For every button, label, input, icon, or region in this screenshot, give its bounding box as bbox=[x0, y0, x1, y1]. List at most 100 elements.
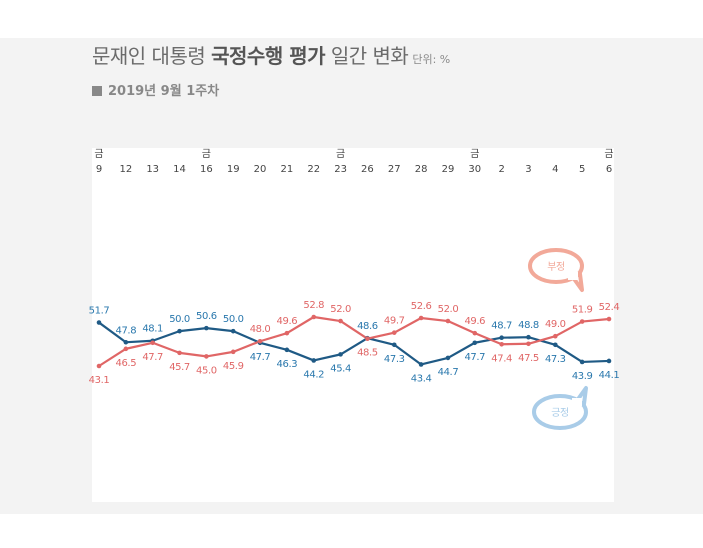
title-post: 일간 변화 bbox=[325, 44, 409, 68]
data-label: 48.0 bbox=[250, 324, 271, 335]
data-point bbox=[391, 330, 397, 335]
data-point bbox=[123, 339, 129, 345]
chart-subtitle: 2019년 9월 1주차 bbox=[92, 80, 219, 99]
data-label: 47.7 bbox=[250, 352, 271, 363]
x-tick-label: 22 bbox=[307, 164, 320, 175]
data-label: 52.0 bbox=[438, 304, 459, 315]
weekday-label: 금 bbox=[336, 148, 345, 160]
data-label: 43.4 bbox=[411, 373, 432, 384]
data-label: 48.8 bbox=[518, 320, 539, 331]
data-label: 48.7 bbox=[491, 321, 512, 332]
data-point bbox=[579, 359, 585, 365]
data-label: 50.0 bbox=[169, 314, 190, 325]
data-point bbox=[472, 340, 478, 346]
data-point bbox=[204, 325, 209, 331]
title-pre: 문재인 대통령 bbox=[92, 44, 212, 68]
data-label: 50.0 bbox=[223, 314, 244, 325]
square-bullet-icon bbox=[92, 86, 102, 96]
data-point bbox=[499, 335, 504, 341]
x-tick-label: 13 bbox=[146, 164, 159, 175]
data-label: 52.6 bbox=[411, 301, 432, 312]
weekday-label: 금 bbox=[470, 148, 479, 160]
x-tick-label: 29 bbox=[442, 164, 455, 175]
data-point bbox=[579, 319, 585, 324]
plot-area bbox=[92, 148, 614, 502]
data-point bbox=[338, 352, 343, 357]
data-point bbox=[338, 318, 343, 324]
x-tick-label: 20 bbox=[254, 164, 267, 175]
data-label: 47.7 bbox=[142, 352, 163, 363]
data-point bbox=[311, 314, 317, 320]
x-tick-label: 12 bbox=[119, 164, 132, 175]
data-label: 46.3 bbox=[277, 359, 298, 370]
data-label: 47.5 bbox=[518, 353, 539, 364]
legend-bubble-negative: 부정 bbox=[528, 248, 584, 292]
data-label: 45.0 bbox=[196, 365, 217, 376]
data-label: 47.4 bbox=[491, 353, 512, 364]
bubble-label: 긍정 bbox=[551, 407, 569, 419]
data-label: 49.7 bbox=[384, 316, 405, 327]
x-tick-label: 14 bbox=[173, 164, 186, 175]
data-point bbox=[526, 334, 531, 340]
data-point bbox=[96, 320, 102, 325]
data-point bbox=[553, 333, 558, 339]
data-label: 43.1 bbox=[89, 375, 110, 386]
data-label: 47.3 bbox=[384, 354, 405, 365]
data-point bbox=[553, 342, 558, 348]
data-point bbox=[123, 346, 129, 352]
x-tick-label: 6 bbox=[606, 164, 612, 175]
data-point bbox=[204, 354, 209, 359]
weekday-label: 금 bbox=[202, 148, 211, 160]
legend-bubble-positive: 긍정 bbox=[532, 386, 588, 430]
data-label: 48.5 bbox=[357, 348, 378, 359]
data-label: 48.1 bbox=[142, 324, 163, 335]
data-label: 44.2 bbox=[303, 369, 324, 380]
data-point bbox=[177, 350, 182, 356]
data-label: 45.4 bbox=[330, 363, 351, 374]
data-label: 51.7 bbox=[89, 306, 110, 317]
chart-title: 문재인 대통령 국정수행 평가 일간 변화 단위: % bbox=[92, 40, 450, 69]
x-tick-label: 3 bbox=[525, 164, 531, 175]
data-label: 47.3 bbox=[545, 354, 566, 365]
data-point bbox=[606, 358, 612, 364]
data-point bbox=[257, 338, 263, 344]
data-label: 52.0 bbox=[330, 304, 351, 315]
data-label: 52.8 bbox=[303, 300, 324, 311]
data-point bbox=[445, 318, 451, 324]
weekday-label: 금 bbox=[94, 148, 103, 160]
data-label: 43.9 bbox=[572, 371, 593, 382]
data-point bbox=[230, 328, 236, 334]
x-tick-label: 23 bbox=[334, 164, 347, 175]
x-tick-label: 4 bbox=[552, 164, 558, 175]
data-label: 49.6 bbox=[277, 316, 298, 327]
x-tick-label: 19 bbox=[227, 164, 240, 175]
title-bold: 국정수행 평가 bbox=[211, 44, 325, 68]
data-point bbox=[284, 330, 290, 336]
data-label: 47.8 bbox=[116, 325, 137, 336]
x-tick-label: 27 bbox=[388, 164, 401, 175]
data-point bbox=[150, 340, 155, 346]
data-label: 45.7 bbox=[169, 362, 190, 373]
data-point bbox=[526, 341, 531, 347]
data-point bbox=[311, 358, 317, 363]
data-label: 44.7 bbox=[438, 367, 459, 378]
x-tick-label: 9 bbox=[96, 164, 102, 175]
data-point bbox=[177, 328, 182, 334]
bubble-tail-mask bbox=[572, 398, 582, 406]
data-point bbox=[418, 362, 424, 367]
data-label: 48.6 bbox=[357, 321, 378, 332]
x-tick-label: 2 bbox=[498, 164, 504, 175]
weekday-label: 금 bbox=[604, 148, 613, 160]
data-point bbox=[391, 342, 397, 348]
data-point bbox=[418, 315, 424, 321]
data-point bbox=[606, 316, 612, 322]
data-label: 47.7 bbox=[464, 352, 485, 363]
data-label: 46.5 bbox=[116, 358, 137, 369]
data-point bbox=[284, 347, 290, 353]
data-point bbox=[472, 330, 478, 336]
data-label: 49.0 bbox=[545, 319, 566, 330]
unit-label: 단위: % bbox=[412, 53, 451, 66]
data-point bbox=[499, 341, 504, 347]
data-point bbox=[365, 336, 370, 342]
